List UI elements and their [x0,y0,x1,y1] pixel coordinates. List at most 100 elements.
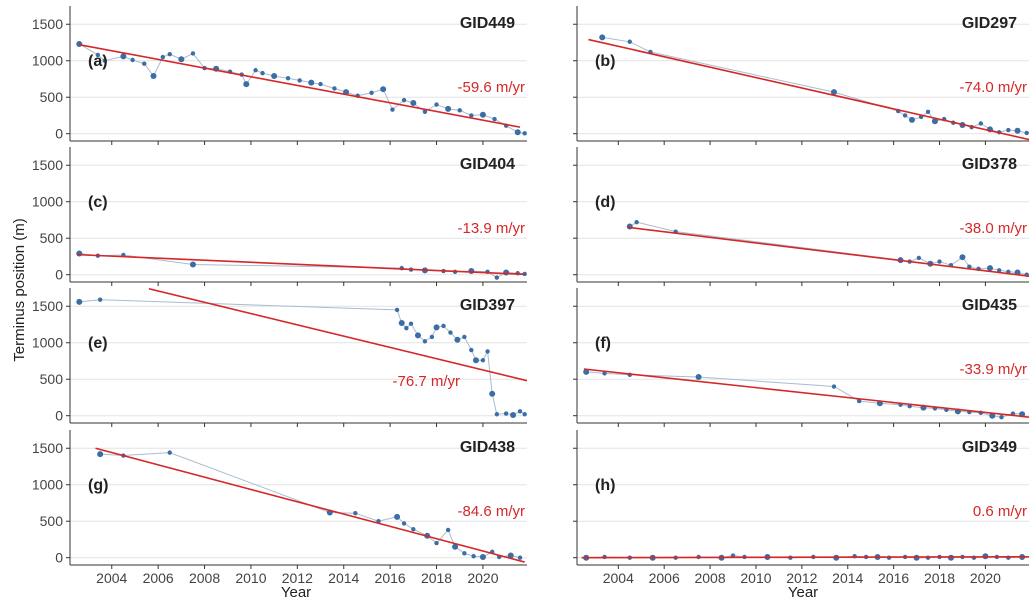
data-point [522,412,527,417]
trend-line [588,38,1029,141]
data-point [986,265,993,272]
data-point [472,357,479,364]
x-tick-label: 2010 [235,570,266,586]
data-point [130,57,135,63]
panel-letter: (e) [88,335,108,352]
data-point [422,339,428,344]
data-point [353,510,358,516]
panel-e: 0 500 1000 1500 GID397 (e) -76.7 m/yr [32,288,527,427]
data-point [394,307,400,313]
data-point [285,76,291,81]
y-tick-label: 500 [40,230,64,246]
panel-title: GID349 [962,439,1017,456]
y-axis-label: Terminus position (m) [11,218,28,361]
data-point [445,105,452,112]
data-point [989,412,996,419]
y-tick-label: 0 [55,126,63,142]
x-axis-label-left: Year [281,584,311,601]
data-point [469,347,474,353]
trend-line [76,253,525,276]
rate-label: 0.6 m/yr [973,503,1027,520]
data-point [902,113,908,118]
x-tick-label: 2006 [143,570,174,586]
rate-label: -84.6 m/yr [457,503,525,520]
data-point [999,414,1004,420]
panel-letter: (f) [595,335,611,352]
panel-title: GID438 [460,439,515,456]
data-point [522,131,527,136]
panel-a: 0 500 1000 1500 GID449 (a) -59.6 m/yr [32,6,527,145]
data-point [485,349,490,354]
data-point [583,368,590,375]
data-point [369,90,374,96]
x-tick-label: 2008 [694,570,725,586]
x-axis-label-right: Year [788,584,818,601]
data-point [380,86,387,93]
data-point [492,116,497,122]
data-point [76,40,83,47]
x-tick-label: 2020 [467,570,498,586]
data-point [97,297,103,302]
panel-title: GID378 [962,156,1017,173]
y-tick-label: 1500 [32,440,63,456]
plot-area [76,288,527,418]
data-point [120,53,127,60]
x-tick-label: 2012 [282,570,313,586]
x-tick-label: 2016 [878,570,909,586]
data-point [76,298,83,305]
data-point [401,97,407,103]
y-tick-label: 500 [40,513,64,529]
data-point [599,34,606,41]
series-connector-line [79,299,525,416]
data-point [830,89,837,96]
data-point [398,320,405,327]
data-point [452,543,459,550]
x-tick-label: 2020 [970,570,1001,586]
data-point [925,109,931,115]
data-point [1006,127,1011,133]
data-point [457,108,462,113]
data-point [189,261,196,268]
x-tick-label: 2004 [96,570,127,586]
trend-line [95,447,525,563]
data-point [627,39,632,44]
data-point [414,332,421,339]
data-point [517,409,523,414]
data-point [1014,127,1021,134]
data-point [462,334,467,340]
data-point [937,259,942,264]
data-point [401,521,407,526]
y-tick-label: 1000 [32,477,63,493]
data-point [494,412,500,417]
y-tick-label: 1000 [32,53,63,69]
y-tick-label: 0 [55,550,63,566]
panel-letter: (b) [595,53,615,70]
panel-title: GID297 [962,15,1017,32]
data-point [931,118,938,125]
panel-title: GID449 [460,15,515,32]
data-point [448,330,453,335]
rate-label: -33.9 m/yr [959,361,1027,378]
data-point [602,371,607,376]
data-point [434,540,439,546]
data-point [967,264,972,269]
y-tick-label: 1500 [32,298,63,314]
data-point [167,51,172,57]
data-point [142,61,147,66]
data-point [695,374,702,381]
data-point [1024,130,1029,136]
data-point [471,554,476,559]
data-point [503,269,510,276]
trend-line [79,43,521,128]
data-point [480,358,486,363]
panel-f: GID435 (f) -33.9 m/yr [573,288,1029,427]
data-point [150,73,157,80]
panel-d: GID378 (d) -38.0 m/yr [573,147,1029,286]
rate-label: -76.7 m/yr [392,373,460,390]
data-point [190,51,196,56]
panel-letter: (a) [88,53,108,70]
data-point [95,52,101,58]
x-tick-label: 2016 [375,570,406,586]
data-point [489,390,496,397]
